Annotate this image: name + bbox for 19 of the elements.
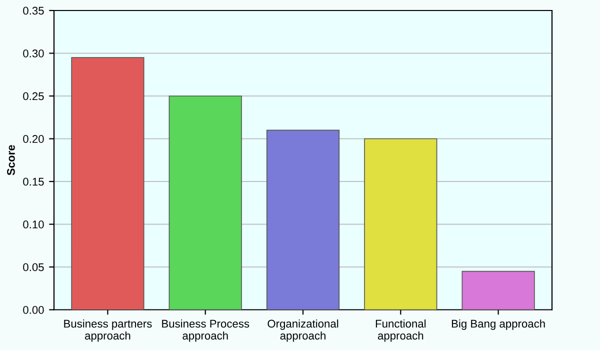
- y-tick-label: 0.30: [23, 50, 44, 58]
- bar: [462, 270, 535, 310]
- y-tick-label: 0.05: [23, 263, 44, 272]
- y-tick-label: 0.15: [23, 178, 44, 186]
- x-tick-label: Business partners approach: [64, 319, 152, 342]
- y-tick-label: 0.00: [23, 306, 44, 314]
- bar: [266, 130, 340, 310]
- y-tick-label: 0.20: [23, 135, 44, 143]
- x-tick-label: Functional approach: [376, 319, 426, 342]
- y-tick-label: 0.35: [23, 6, 44, 15]
- y-tick-label: 0.25: [23, 92, 44, 100]
- bar: [364, 138, 438, 310]
- y-tick-label: 0.10: [23, 220, 44, 228]
- bar: [168, 96, 242, 310]
- y-axis-title: Score: [7, 145, 15, 176]
- x-tick-label: Business Process approach: [162, 319, 250, 342]
- bar: [71, 57, 144, 310]
- x-tick-label: Big Bang approach: [452, 319, 545, 330]
- x-tick-label: Organizational approach: [268, 319, 338, 342]
